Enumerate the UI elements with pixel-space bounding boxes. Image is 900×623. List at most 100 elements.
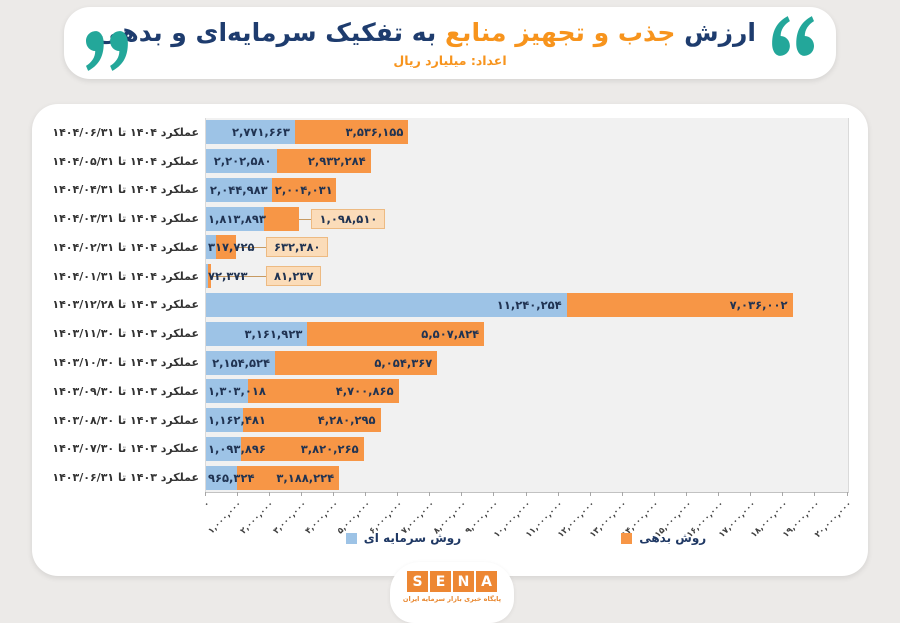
capital-bar-segment	[206, 321, 308, 346]
title-block: ارزش جذب و تجهیز منابع به تفکیک سرمایه‌ا…	[96, 15, 756, 69]
quote-open-icon	[770, 16, 814, 56]
capital-bar-segment	[206, 177, 272, 202]
title-prefix: ارزش	[684, 18, 756, 47]
debt-bar-segment	[307, 321, 485, 346]
debt-value-callout: ۶۳۲,۳۸۰	[266, 237, 329, 258]
legend-swatch-icon	[621, 532, 633, 544]
debt-value-label: ۳,۵۳۶,۱۵۵	[345, 125, 404, 140]
page-title: ارزش جذب و تجهیز منابع به تفکیک سرمایه‌ا…	[96, 15, 756, 51]
value-axis: ۰ ۱,۰۰۰,۰۰۰ ۲,۰۰۰,۰۰۰ ۳,۰۰۰,۰۰۰ ۴,۰۰۰,۰۰۰ ۵,۰…	[201, 492, 854, 556]
axis-tick-mark	[236, 492, 238, 496]
capital-value-label: ۲,۱۵۴,۵۲۴	[212, 355, 271, 370]
capital-bar-segment	[206, 264, 209, 289]
debt-value-label: ۴,۷۰۰,۸۶۵	[335, 384, 394, 399]
axis-tick-mark	[268, 492, 270, 496]
capital-bar-segment	[206, 408, 244, 433]
axis-tick-mark	[750, 492, 752, 496]
debt-value-label: ۳,۸۲۰,۲۶۵	[300, 441, 359, 456]
bar-row: ۱,۳۰۳,۰۱۸ ۴,۷۰۰,۸۶۵	[206, 377, 848, 406]
axis-tick-mark	[429, 492, 431, 496]
debt-bar-segment	[247, 379, 399, 404]
category-axis: عملکرد ۱۴۰۴ تا ۱۴۰۴/۰۶/۳۱ عملکرد ۱۴۰۴ تا …	[32, 118, 199, 492]
debt-bar-segment	[566, 292, 793, 317]
logo-tagline: پایگاه خبری بازار سرمایه ایران	[402, 595, 502, 603]
category-label: عملکرد ۱۴۰۳ تا ۱۴۰۳/۱۲/۲۸	[52, 298, 199, 312]
axis-tick-mark	[204, 492, 206, 496]
quote-close-icon	[86, 31, 130, 71]
debt-value-label: ۲,۹۳۲,۲۸۴	[307, 154, 366, 169]
bar-row: ۲,۲۰۲,۵۸۰ ۲,۹۳۲,۲۸۴	[206, 147, 848, 176]
debt-bar-segment	[294, 120, 409, 145]
legend-label: روش سرمایه ای	[363, 531, 462, 545]
logo-letter: E	[430, 571, 451, 592]
capital-bar-segment	[206, 436, 242, 461]
debt-bar-segment	[241, 436, 364, 461]
logo-letter: A	[476, 571, 497, 592]
bar-row: ۲,۱۵۴,۵۲۴ ۵,۰۵۴,۳۶۷	[206, 348, 848, 377]
sena-logo-letters: S E N A	[407, 571, 497, 592]
callout-leader-line	[236, 247, 266, 249]
axis-tick-mark	[493, 492, 495, 496]
debt-bar-segment	[276, 149, 371, 174]
bar-row: ۲,۷۷۱,۶۶۳ ۳,۵۳۶,۱۵۵	[206, 118, 848, 147]
capital-bar-segment	[206, 149, 277, 174]
debt-bar-segment	[271, 177, 336, 202]
capital-value-label: ۷۲,۳۷۳	[208, 269, 248, 284]
callout-leader-line	[299, 218, 312, 220]
capital-bar-segment	[206, 235, 217, 260]
debt-bar-segment	[264, 206, 300, 231]
category-label: عملکرد ۱۴۰۴ تا ۱۴۰۴/۰۲/۳۱	[52, 240, 199, 254]
capital-value-label: ۲,۲۰۲,۵۸۰	[213, 154, 272, 169]
bar-row: ۱,۰۹۳,۸۹۶ ۳,۸۲۰,۲۶۵	[206, 434, 848, 463]
chart-card: عملکرد ۱۴۰۴ تا ۱۴۰۴/۰۶/۳۱ عملکرد ۱۴۰۴ تا …	[32, 104, 868, 576]
bar-row: ۱,۱۶۲,۴۸۱ ۴,۲۸۰,۲۹۵	[206, 406, 848, 435]
legend-swatch-icon	[345, 532, 357, 544]
axis-tick-mark	[557, 492, 559, 496]
plot-area: ۲,۷۷۱,۶۶۳ ۳,۵۳۶,۱۵۵ ۲,۲۰۲,۵۸۰ ۲,۹۳۲,۲۸۴ ۲,۰۴…	[205, 118, 849, 493]
bar-row: ۲,۰۴۴,۹۸۳ ۲,۰۰۴,۰۳۱	[206, 176, 848, 205]
title-highlight: جذب و تجهیز منابع	[444, 18, 676, 47]
axis-tick-mark	[332, 492, 334, 496]
legend: روش سرمایه ای روش بدهی	[205, 531, 847, 545]
capital-bar-segment	[206, 206, 265, 231]
category-label: عملکرد ۱۴۰۴ تا ۱۴۰۴/۰۳/۳۱	[52, 212, 199, 226]
capital-bar-segment	[206, 379, 248, 404]
debt-bar-segment	[208, 264, 211, 289]
debt-value-label: ۵,۰۵۴,۳۶۷	[374, 355, 433, 370]
debt-bar-segment	[275, 350, 438, 375]
category-label: عملکرد ۱۴۰۴ تا ۱۴۰۴/۰۵/۳۱	[52, 154, 199, 168]
axis-tick-mark	[718, 492, 720, 496]
debt-value-callout: ۱,۰۹۸,۵۱۰	[311, 208, 386, 229]
bar-row: ۱۱,۲۴۰,۲۵۴ ۷,۰۳۶,۰۰۲	[206, 291, 848, 320]
capital-value-label: ۳,۱۶۱,۹۲۳	[244, 326, 303, 341]
category-label: عملکرد ۱۴۰۴ تا ۱۴۰۴/۰۶/۳۱	[52, 125, 199, 139]
category-label: عملکرد ۱۴۰۳ تا ۱۴۰۳/۰۶/۳۱	[52, 471, 199, 485]
debt-value-label: ۴,۲۸۰,۲۹۵	[317, 413, 376, 428]
debt-value-label: ۷,۰۳۶,۰۰۲	[729, 297, 788, 312]
debt-bar-segment	[243, 408, 381, 433]
axis-tick-mark	[461, 492, 463, 496]
bar-row: ۷۲,۳۷۳ ۸۱,۲۳۷	[206, 262, 848, 291]
title-card: ارزش جذب و تجهیز منابع به تفکیک سرمایه‌ا…	[64, 7, 836, 79]
axis-tick-mark	[653, 492, 655, 496]
capital-value-label: ۲,۷۷۱,۶۶۳	[231, 125, 290, 140]
capital-value-label: ۳۱۷,۷۲۵	[208, 240, 255, 255]
debt-value-label: ۳,۱۸۸,۲۲۴	[276, 470, 335, 485]
debt-value-label: ۵,۵۰۷,۸۲۴	[421, 326, 480, 341]
legend-label: روش بدهی	[639, 531, 707, 545]
axis-tick-mark	[525, 492, 527, 496]
capital-value-label: ۱۱,۲۴۰,۲۵۴	[496, 297, 562, 312]
axis-tick-label: ۰	[201, 499, 213, 510]
debt-value-callout: ۸۱,۲۳۷	[266, 266, 322, 287]
category-label: عملکرد ۱۴۰۳ تا ۱۴۰۳/۱۰/۳۰	[52, 356, 199, 369]
callout-leader-line	[210, 276, 266, 278]
capital-bar-segment	[206, 292, 567, 317]
legend-item: روش سرمایه ای	[345, 531, 462, 545]
debt-bar-segment	[236, 465, 340, 490]
logo-letter: S	[407, 571, 428, 592]
axis-tick-mark	[782, 492, 784, 496]
capital-value-label: ۱,۰۹۳,۸۹۶	[208, 441, 266, 456]
unit-subtitle: اعداد: میلیارد ریال	[393, 53, 507, 68]
capital-bar-segment	[206, 350, 276, 375]
